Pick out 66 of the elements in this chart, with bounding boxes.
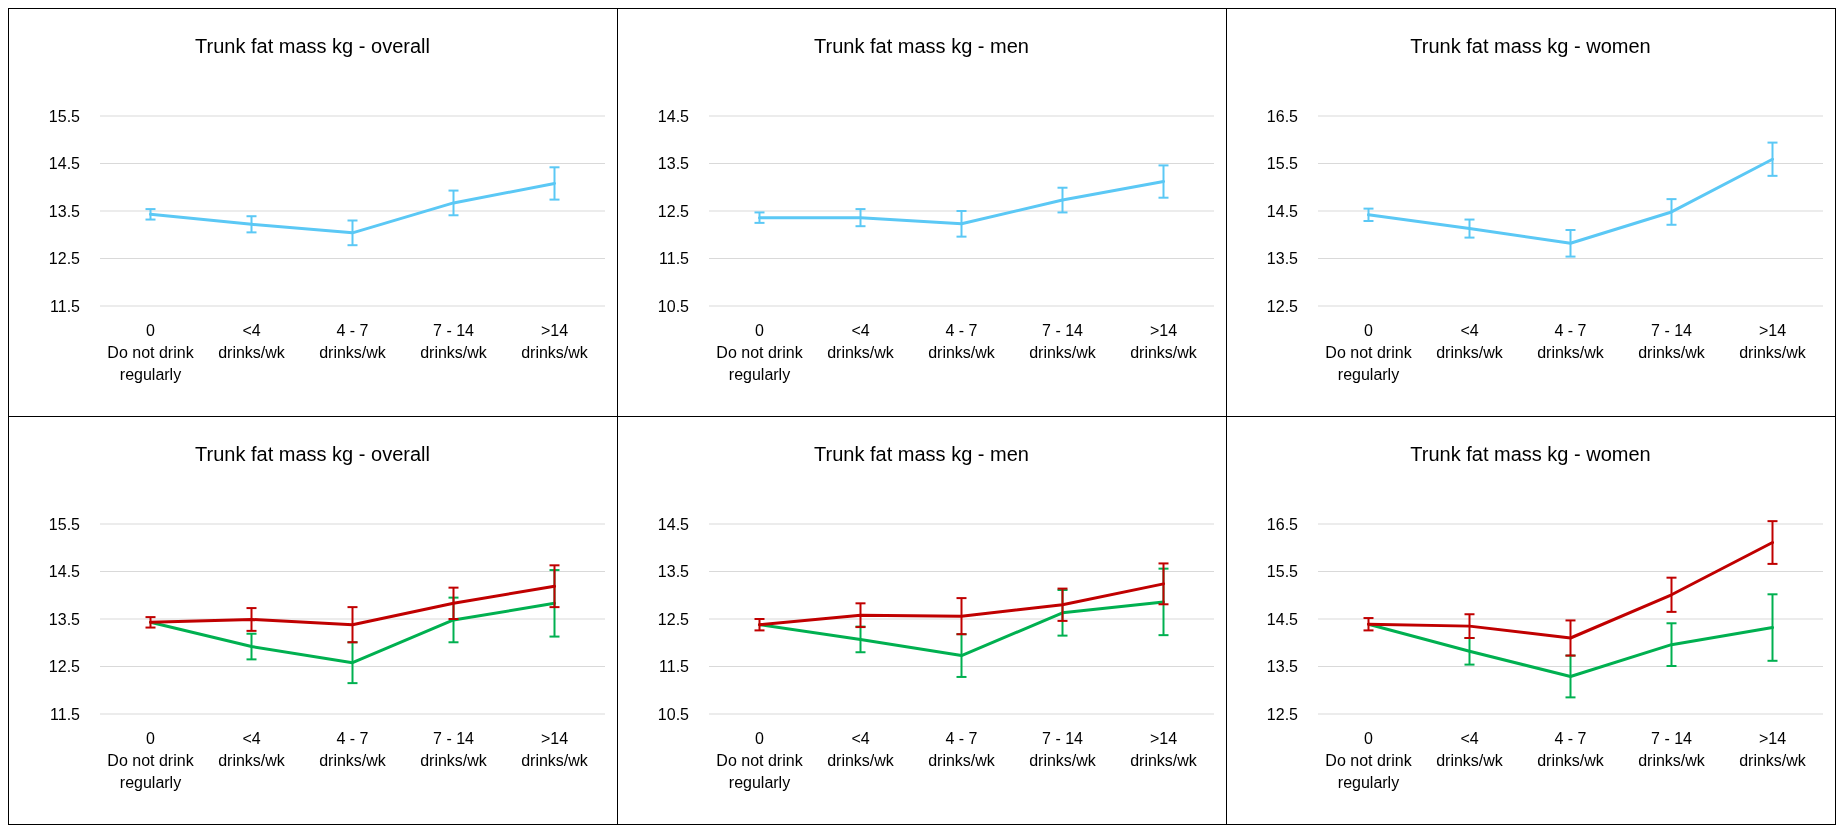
y-tick-label: 12.5: [48, 658, 81, 676]
y-tick-label: 15.5: [48, 107, 81, 125]
y-tick-label: 13.5: [48, 202, 81, 220]
y-tick-label: 14.5: [657, 107, 690, 125]
y-tick-label: 15.5: [48, 515, 81, 533]
y-tick-label: 14.5: [48, 563, 81, 581]
y-tick-label: 12.5: [1266, 705, 1299, 723]
x-tick-label: <4 drinks/wk: [827, 322, 895, 361]
x-tick-label: 0 Do not drink regularly: [1325, 322, 1413, 383]
y-tick-label: 10.5: [657, 297, 690, 315]
chart-title: Trunk fat mass kg - men: [814, 443, 1029, 465]
x-tick-label: >14 drinks/wk: [1130, 730, 1198, 769]
y-tick-label: 12.5: [657, 202, 690, 220]
y-tick-label: 11.5: [50, 297, 81, 315]
y-tick-label: 16.5: [1266, 515, 1299, 533]
y-tick-label: 11.5: [659, 658, 690, 676]
y-tick-label: 13.5: [657, 563, 690, 581]
x-tick-label: >14 drinks/wk: [521, 322, 589, 361]
x-tick-label: 0 Do not drink regularly: [1325, 730, 1413, 791]
x-tick-label: <4 drinks/wk: [1436, 322, 1504, 361]
y-tick-label: 12.5: [48, 250, 81, 268]
x-tick-label: 0 Do not drink regularly: [716, 322, 804, 383]
x-tick-label: 7 - 14 drinks/wk: [420, 730, 488, 769]
y-tick-label: 12.5: [657, 610, 690, 628]
chart-title: Trunk fat mass kg - women: [1410, 35, 1651, 57]
x-tick-label: 0 Do not drink regularly: [716, 730, 804, 791]
x-tick-label: 7 - 14 drinks/wk: [1638, 730, 1706, 769]
y-tick-label: 13.5: [1266, 658, 1299, 676]
y-tick-label: 14.5: [48, 155, 81, 173]
chart-title: Trunk fat mass kg - overall: [195, 35, 430, 57]
chart-title: Trunk fat mass kg - overall: [195, 443, 430, 465]
y-tick-label: 11.5: [50, 705, 81, 723]
y-tick-label: 14.5: [657, 515, 690, 533]
x-tick-label: 0 Do not drink regularly: [107, 730, 195, 791]
y-tick-label: 10.5: [657, 705, 690, 723]
y-tick-label: 14.5: [1266, 202, 1299, 220]
x-tick-label: <4 drinks/wk: [218, 322, 286, 361]
x-tick-label: <4 drinks/wk: [1436, 730, 1504, 769]
x-tick-label: <4 drinks/wk: [218, 730, 286, 769]
y-tick-label: 13.5: [1266, 250, 1299, 268]
x-tick-label: <4 drinks/wk: [827, 730, 895, 769]
x-tick-label: 4 - 7 drinks/wk: [928, 730, 996, 769]
y-tick-label: 15.5: [1266, 563, 1299, 581]
x-tick-label: >14 drinks/wk: [1739, 730, 1807, 769]
x-tick-label: >14 drinks/wk: [1130, 322, 1198, 361]
x-tick-label: >14 drinks/wk: [1739, 322, 1807, 361]
x-tick-label: 4 - 7 drinks/wk: [1537, 322, 1605, 361]
x-tick-label: 7 - 14 drinks/wk: [1029, 730, 1097, 769]
chart-title: Trunk fat mass kg - men: [814, 35, 1029, 57]
y-tick-label: 16.5: [1266, 107, 1299, 125]
x-tick-label: >14 drinks/wk: [521, 730, 589, 769]
y-tick-label: 15.5: [1266, 155, 1299, 173]
x-tick-label: 4 - 7 drinks/wk: [319, 322, 387, 361]
y-tick-label: 13.5: [657, 155, 690, 173]
x-tick-label: 7 - 14 drinks/wk: [1638, 322, 1706, 361]
y-tick-label: 11.5: [659, 250, 690, 268]
y-tick-label: 14.5: [1266, 610, 1299, 628]
x-tick-label: 4 - 7 drinks/wk: [1537, 730, 1605, 769]
y-tick-label: 12.5: [1266, 297, 1299, 315]
x-tick-label: 7 - 14 drinks/wk: [420, 322, 488, 361]
y-tick-label: 13.5: [48, 610, 81, 628]
x-tick-label: 4 - 7 drinks/wk: [928, 322, 996, 361]
x-tick-label: 4 - 7 drinks/wk: [319, 730, 387, 769]
chart-title: Trunk fat mass kg - women: [1410, 443, 1651, 465]
x-tick-label: 7 - 14 drinks/wk: [1029, 322, 1097, 361]
x-tick-label: 0 Do not drink regularly: [107, 322, 195, 383]
